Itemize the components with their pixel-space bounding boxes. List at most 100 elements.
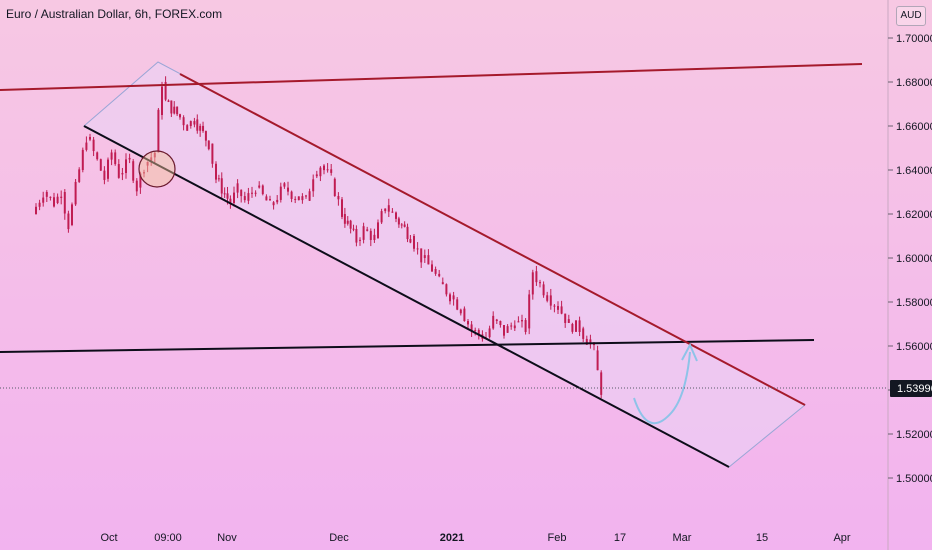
candle-body	[391, 211, 394, 213]
candle-body	[146, 161, 149, 166]
candle-body	[323, 165, 325, 171]
candle-body	[202, 125, 205, 132]
candle-body	[74, 181, 77, 205]
candle-body	[60, 196, 63, 198]
candle-body	[600, 372, 603, 395]
candle-body	[409, 239, 412, 243]
candle-body	[251, 192, 253, 194]
candle-body	[272, 202, 275, 206]
candle-body	[463, 308, 466, 322]
support-trendline[interactable]	[0, 339, 815, 353]
candle-body	[495, 319, 498, 321]
price-tick-label: 1.56000	[896, 341, 932, 353]
candle-body	[38, 202, 41, 207]
projection-arrow[interactable]	[633, 351, 691, 425]
candle-body	[585, 338, 588, 345]
last-price-tag: 1.53996	[890, 380, 932, 397]
candle-body	[528, 294, 531, 329]
candle-body	[593, 344, 595, 346]
candle-body	[542, 284, 545, 296]
candle-body	[492, 315, 495, 329]
price-tick-label: 1.60000	[896, 253, 932, 265]
candle-body	[103, 170, 106, 180]
candle-body	[204, 131, 207, 141]
candle-body	[459, 309, 462, 314]
candle-body	[107, 159, 109, 179]
candle-body	[352, 228, 355, 230]
candle-body	[420, 248, 423, 263]
candlestick-series	[35, 76, 603, 399]
candle-body	[397, 218, 400, 225]
candle-body	[279, 186, 282, 200]
candle-body	[258, 185, 261, 188]
candle-body	[384, 208, 387, 212]
candle-body	[89, 137, 91, 140]
candle-body	[128, 157, 131, 160]
highlight-circle[interactable]	[138, 150, 176, 188]
candle-body	[283, 183, 286, 187]
candle-body	[114, 152, 117, 165]
candle-body	[189, 121, 192, 126]
last-price-label: 1.53996	[897, 383, 932, 395]
candle-body	[413, 236, 415, 249]
candle-body	[243, 196, 246, 201]
candle-body	[488, 328, 491, 338]
candle-body	[535, 271, 538, 283]
price-tick-label: 1.64000	[896, 165, 932, 177]
candle-body	[161, 86, 163, 115]
candle-body	[560, 306, 563, 314]
price-axis[interactable]: 1.500001.520001.540001.560001.580001.600…	[888, 33, 932, 485]
candle-body	[567, 319, 570, 323]
candle-body	[167, 100, 170, 102]
resistance-trendline[interactable]	[0, 63, 863, 91]
price-tick-label: 1.52000	[896, 429, 932, 441]
candle-body	[477, 329, 480, 335]
candle-body	[179, 114, 181, 118]
currency-button[interactable]: AUD	[896, 6, 926, 26]
candle-body	[373, 234, 376, 240]
candle-body	[359, 239, 361, 241]
time-tick-label: 17	[614, 532, 626, 544]
channel-upper-line[interactable]	[179, 73, 806, 406]
chart-title: Euro / Australian Dollar, 6h, FOREX.com	[6, 7, 223, 21]
price-tick-label: 1.70000	[896, 33, 932, 45]
candle-body	[362, 226, 365, 240]
candle-body	[438, 273, 441, 277]
candle-body	[589, 339, 592, 345]
candle-body	[110, 152, 113, 160]
channel-lower-line[interactable]	[83, 125, 730, 468]
candle-body	[56, 196, 59, 203]
candle-body	[301, 196, 304, 201]
arrowhead-icon	[681, 342, 698, 362]
candle-body	[176, 106, 179, 115]
candle-body	[99, 159, 102, 171]
candle-body	[539, 282, 541, 284]
candle-body	[578, 320, 581, 333]
time-tick-label: Feb	[548, 532, 567, 544]
time-tick-label: Nov	[217, 532, 237, 544]
time-axis[interactable]: Oct 09:00 Nov Dec 2021 Feb 17 Mar 15 Apr	[100, 532, 850, 544]
candle-body	[63, 192, 66, 214]
candle-body	[513, 325, 516, 329]
time-tick-label: Dec	[329, 532, 349, 544]
candle-body	[217, 178, 220, 180]
candle-body	[85, 142, 88, 150]
candle-body	[343, 214, 346, 224]
candle-body	[403, 224, 406, 227]
candle-body	[276, 199, 279, 203]
time-tick-label: 2021	[440, 532, 464, 544]
candle-body	[157, 109, 160, 153]
candle-body	[236, 183, 239, 193]
candle-body	[182, 117, 185, 126]
candle-body	[330, 169, 333, 173]
candle-body	[521, 320, 523, 322]
candle-body	[406, 226, 409, 240]
candle-body	[294, 198, 297, 200]
candle-body	[474, 329, 477, 331]
candle-body	[45, 192, 48, 197]
candle-body	[132, 161, 135, 181]
candle-body	[596, 350, 599, 371]
candle-body	[35, 206, 37, 214]
candle-body	[456, 299, 459, 310]
